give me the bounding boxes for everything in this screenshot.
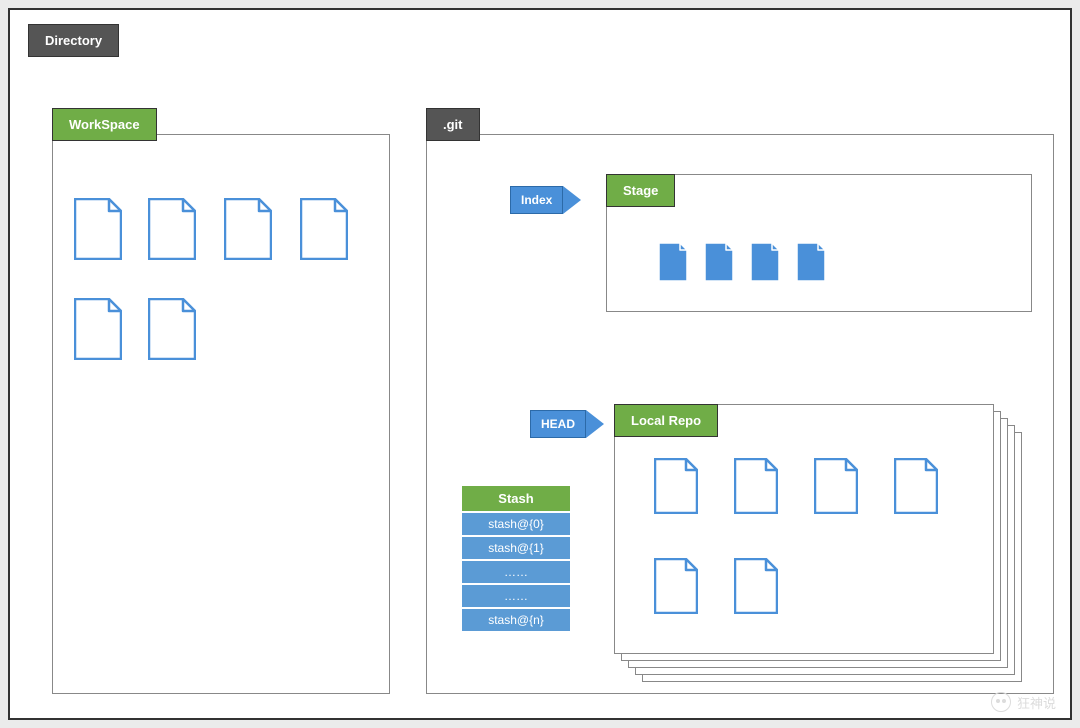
watermark-text: 狂神说 — [1017, 693, 1056, 712]
file-icon — [704, 242, 734, 282]
file-icon — [224, 198, 272, 260]
workspace-label: WorkSpace — [69, 117, 140, 132]
file-icon — [654, 458, 698, 514]
arrow-head-icon — [563, 186, 581, 214]
file-icon — [74, 298, 122, 360]
repo-page — [614, 404, 994, 654]
diagram-canvas: Directory WorkSpace .git Index Stage HEA… — [8, 8, 1072, 720]
file-icon — [74, 198, 122, 260]
file-icon — [148, 198, 196, 260]
local-repo-label: Local Repo — [631, 413, 701, 428]
workspace-tag: WorkSpace — [52, 108, 157, 141]
directory-label: Directory — [45, 33, 102, 48]
head-label: HEAD — [530, 410, 586, 438]
file-icon — [658, 242, 688, 282]
local-repo-tag: Local Repo — [614, 404, 718, 437]
stash-row: stash@{1} — [461, 536, 571, 560]
git-label: .git — [443, 117, 463, 132]
file-icon — [654, 558, 698, 614]
file-icon — [894, 458, 938, 514]
file-icon — [300, 198, 348, 260]
file-icon — [750, 242, 780, 282]
watermark-icon — [991, 692, 1011, 712]
index-label: Index — [510, 186, 563, 214]
index-arrow: Index — [510, 186, 581, 214]
file-icon — [814, 458, 858, 514]
stash-header: Stash — [461, 485, 571, 512]
git-tag: .git — [426, 108, 480, 141]
stage-label: Stage — [623, 183, 658, 198]
stage-tag: Stage — [606, 174, 675, 207]
file-icon — [734, 558, 778, 614]
watermark: 狂神说 — [991, 692, 1056, 712]
stash-row: stash@{n} — [461, 608, 571, 632]
stash-row: …… — [461, 560, 571, 584]
file-icon — [734, 458, 778, 514]
stash-row: …… — [461, 584, 571, 608]
arrow-head-icon — [586, 410, 604, 438]
file-icon — [148, 298, 196, 360]
stash-row: stash@{0} — [461, 512, 571, 536]
directory-tag: Directory — [28, 24, 119, 57]
head-arrow: HEAD — [530, 410, 604, 438]
file-icon — [796, 242, 826, 282]
stash-table: Stash stash@{0}stash@{1}…………stash@{n} — [460, 484, 572, 633]
